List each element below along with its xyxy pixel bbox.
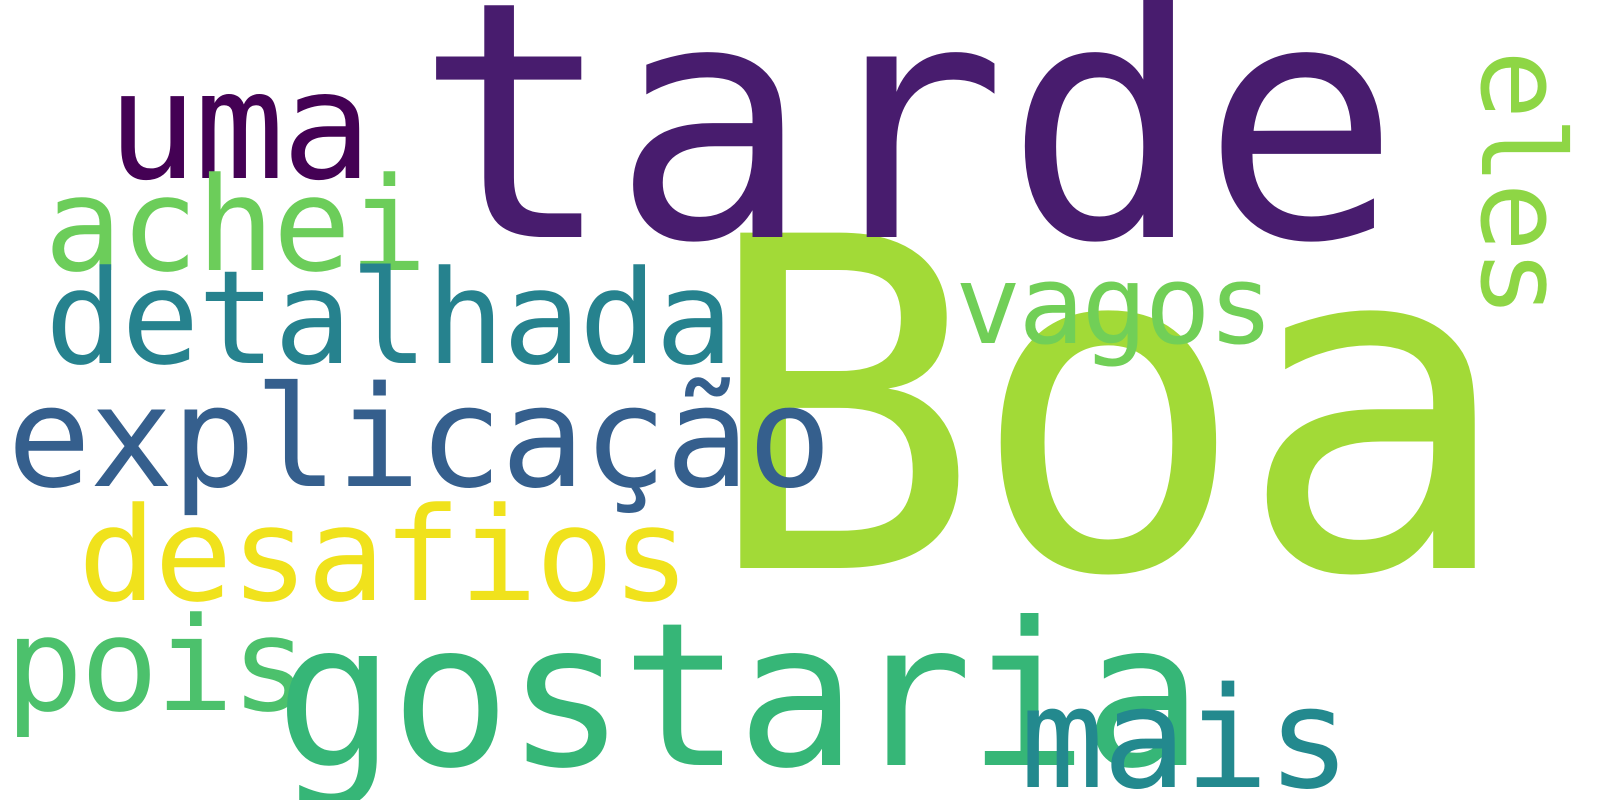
word-vagos: vagos <box>955 241 1274 369</box>
word-eles: eles <box>1454 50 1588 315</box>
word-uma: uma <box>107 40 372 214</box>
word-explicacao: explicação <box>7 357 832 520</box>
word-tarde: tarde <box>415 0 1400 315</box>
word-gostaria: gostaria <box>275 580 1203 800</box>
word-boa: Boa <box>703 142 1514 677</box>
word-detalhada: detalhada <box>45 242 733 394</box>
word-desafios: desafios <box>78 479 690 631</box>
word-achei: achei <box>44 149 427 301</box>
word-mais: mais <box>1020 658 1351 800</box>
word-pois: pois <box>5 589 309 741</box>
